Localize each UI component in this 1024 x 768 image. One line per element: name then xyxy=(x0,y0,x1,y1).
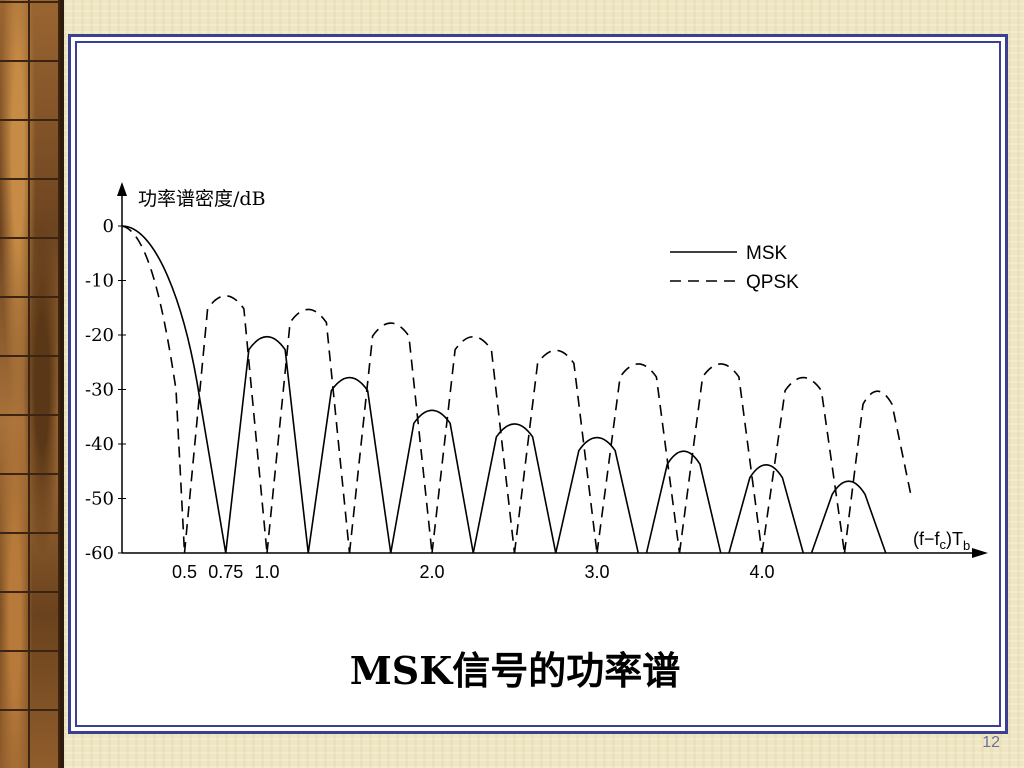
qpsk-sidelobe-3 xyxy=(348,322,433,554)
chart-legend: MSK QPSK xyxy=(670,243,799,293)
x-tick-label: 1.0 xyxy=(254,562,279,582)
qpsk-sidelobe-8 xyxy=(761,376,846,554)
qpsk-sidelobe-7 xyxy=(678,363,763,554)
series-layer xyxy=(121,225,912,554)
y-tick-group: 0 -10 -20 -30 -40 -50 -60 xyxy=(85,216,126,564)
msk-sidelobe-4 xyxy=(472,423,557,554)
y-tick-label: -60 xyxy=(85,543,114,564)
msk-sidelobe-3 xyxy=(389,409,475,554)
y-tick-label: 0 xyxy=(103,216,114,237)
x-axis-arrow-icon xyxy=(972,548,988,558)
y-axis-arrow-icon xyxy=(117,182,127,196)
slide-title: MSK信号的功率谱 xyxy=(349,648,681,693)
wood-border-decoration xyxy=(0,0,60,768)
x-tick-label: 0.75 xyxy=(208,562,243,582)
qpsk-sidelobe-6 xyxy=(596,363,681,554)
msk-main-lobe xyxy=(121,225,227,554)
x-tick-group: 0.5 0.75 1.0 2.0 3.0 4.0 xyxy=(172,562,775,582)
series-qpsk xyxy=(121,225,912,554)
msk-sidelobe-6 xyxy=(645,450,722,554)
qpsk-sidelobe-5 xyxy=(513,349,598,554)
y-tick-label: -20 xyxy=(85,325,114,346)
msk-sidelobe-8 xyxy=(810,480,887,554)
y-axis-label: 功率谱密度/dB xyxy=(138,188,266,210)
x-tick-label: 4.0 xyxy=(749,562,774,582)
msk-sidelobe-7 xyxy=(728,464,805,554)
slide-frame-inner-border xyxy=(75,41,1001,727)
wood-border-edge xyxy=(60,0,64,768)
y-tick-label: -40 xyxy=(85,434,114,455)
qpsk-sidelobe-2 xyxy=(266,308,351,554)
y-tick-label: -10 xyxy=(85,271,114,292)
y-tick-label: -30 xyxy=(85,380,114,401)
page-number: 12 xyxy=(982,734,1000,751)
legend-msk-label: MSK xyxy=(746,243,788,264)
x-tick-label: 0.5 xyxy=(172,562,197,582)
qpsk-sidelobe-9 xyxy=(843,390,912,554)
qpsk-sidelobe-4 xyxy=(431,335,516,554)
x-tick-label: 3.0 xyxy=(584,562,609,582)
chart-axes xyxy=(117,182,988,558)
slide-frame xyxy=(68,34,1008,734)
x-tick-label: 2.0 xyxy=(419,562,444,582)
y-tick-label: -50 xyxy=(85,489,114,510)
msk-sidelobe-5 xyxy=(554,436,640,554)
legend-qpsk-label: QPSK xyxy=(746,272,799,293)
series-msk xyxy=(121,225,887,554)
qpsk-main-lobe xyxy=(121,225,186,554)
msk-sidelobe-2 xyxy=(307,376,392,554)
msk-sidelobe-1 xyxy=(224,335,310,554)
x-axis-label: (f−fc)Tb xyxy=(913,529,970,553)
qpsk-sidelobe-1 xyxy=(183,295,268,554)
